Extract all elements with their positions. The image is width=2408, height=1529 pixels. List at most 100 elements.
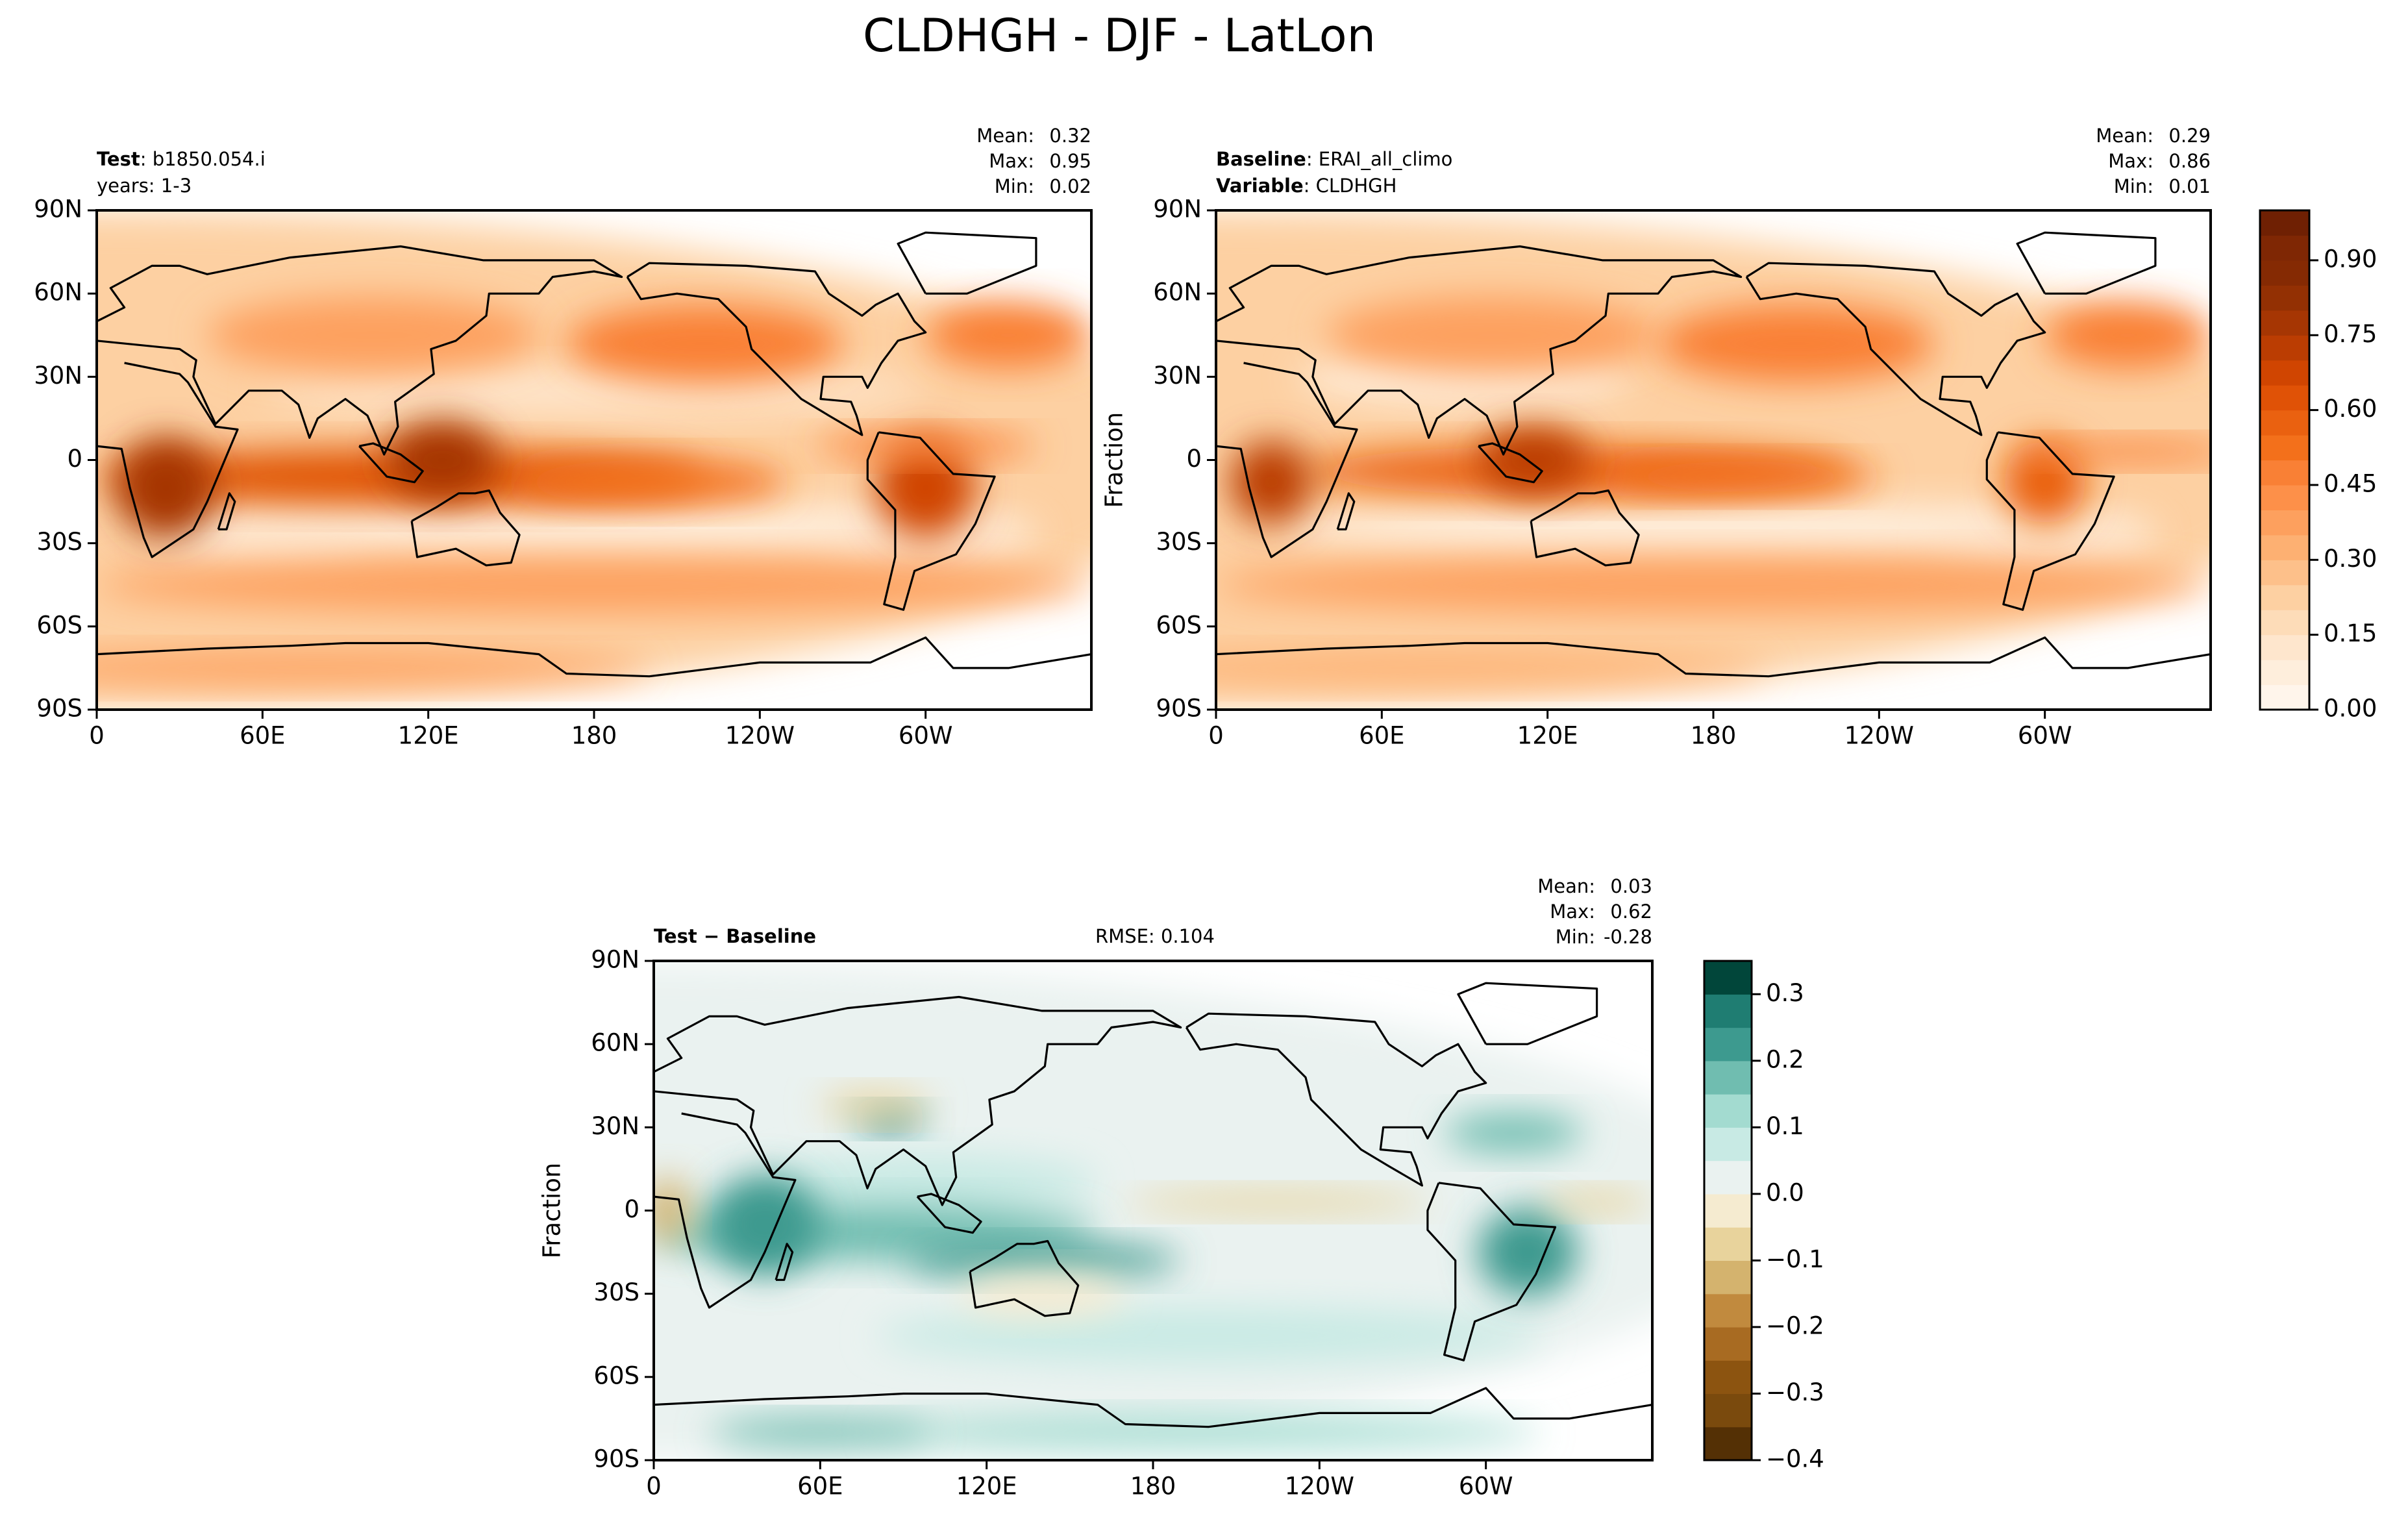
colorbar-tick-label: 0.1 bbox=[1766, 1112, 1804, 1140]
y-axis-label: Fraction bbox=[1100, 412, 1128, 508]
stat-label: Max: bbox=[2108, 150, 2154, 172]
x-tick-label: 60W bbox=[1459, 1473, 1513, 1500]
colorbar-level bbox=[1704, 961, 1752, 995]
coastline bbox=[654, 1112, 797, 1309]
x-tick-label: 180 bbox=[571, 722, 617, 750]
coastline bbox=[1216, 362, 1358, 558]
colorbar-level bbox=[2260, 634, 2309, 660]
colorbar-frame bbox=[2259, 209, 2311, 711]
x-tick-label: 120W bbox=[725, 722, 795, 750]
x-tick-label: 0 bbox=[1208, 722, 1224, 750]
field-blob bbox=[1216, 651, 1769, 685]
stat-label: Max: bbox=[989, 150, 1034, 172]
rmse-value: 0.104 bbox=[1161, 925, 1215, 947]
header-label: Baseline bbox=[1216, 148, 1306, 170]
y-tick-label: 0 bbox=[1186, 445, 1202, 473]
rmse: RMSE: 0.104 bbox=[1095, 925, 1215, 947]
x-tick-label: 0 bbox=[89, 722, 105, 750]
stat-label: Mean: bbox=[1537, 875, 1595, 897]
colorbar-level bbox=[1704, 1293, 1752, 1328]
y-tick-label: 30S bbox=[593, 1278, 639, 1306]
coastline bbox=[97, 245, 623, 456]
colorbar-tick-label: 0.00 bbox=[2324, 695, 2377, 723]
field-blob bbox=[152, 521, 373, 566]
coastline bbox=[626, 262, 927, 436]
stat-value: 0.86 bbox=[2168, 150, 2211, 172]
colorbar-level bbox=[2260, 684, 2309, 710]
stat-value: 0.02 bbox=[1049, 175, 1091, 197]
field-blob bbox=[2044, 301, 2211, 369]
colorbar-tick-label: 0.75 bbox=[2324, 320, 2377, 348]
field-blob bbox=[1230, 440, 1313, 524]
y-tick-label: 30N bbox=[34, 362, 82, 390]
map-field bbox=[654, 961, 1652, 1460]
coastline bbox=[1185, 1012, 1487, 1187]
colorbar-level bbox=[1704, 1393, 1752, 1428]
map-field bbox=[97, 210, 1091, 710]
colorbar-tick-label: −0.4 bbox=[1766, 1445, 1824, 1473]
y-axis-label: Fraction bbox=[538, 1163, 566, 1259]
coastline bbox=[866, 431, 996, 611]
colorbar-level bbox=[2260, 610, 2309, 636]
colorbar-level bbox=[2260, 360, 2309, 386]
y-tick-label: 30N bbox=[591, 1112, 639, 1140]
y-tick-label: 90S bbox=[36, 695, 82, 723]
coastline bbox=[97, 636, 1091, 678]
coastline bbox=[775, 1243, 794, 1281]
field-blob bbox=[709, 1174, 821, 1274]
y-tick-label: 30S bbox=[36, 528, 82, 556]
colorbar-level bbox=[2260, 235, 2309, 261]
y-tick-label: 0 bbox=[67, 445, 82, 473]
x-tick-label: 120E bbox=[1517, 722, 1578, 750]
stat-label: Max: bbox=[1550, 901, 1595, 923]
colorbar-level bbox=[2260, 260, 2309, 286]
colorbar-frame bbox=[1703, 960, 1753, 1461]
y-tick-label: 30N bbox=[1153, 362, 1202, 390]
panel-header: years: 1-3 bbox=[97, 175, 192, 197]
colorbar-tick-label: −0.2 bbox=[1766, 1311, 1824, 1339]
colorbar-level bbox=[1704, 1260, 1752, 1295]
colorbar-level bbox=[2260, 310, 2309, 336]
field-blob bbox=[1216, 557, 2211, 613]
colorbar-tick-label: −0.3 bbox=[1766, 1378, 1824, 1406]
panel-header: Baseline: ERAI_all_climo bbox=[1216, 148, 1452, 170]
field-blob bbox=[1125, 1191, 1431, 1213]
field-blob bbox=[386, 421, 498, 499]
field-blob bbox=[709, 1418, 932, 1447]
stat-value: 0.03 bbox=[1610, 875, 1652, 897]
colorbar-tick-label: 0.2 bbox=[1766, 1045, 1804, 1073]
field-blob bbox=[97, 651, 649, 685]
colorbar-tick-label: −0.1 bbox=[1766, 1245, 1824, 1273]
y-tick-label: 60S bbox=[36, 611, 82, 639]
x-tick-label: 120E bbox=[956, 1473, 1017, 1500]
colorbar-level bbox=[2260, 460, 2309, 486]
y-tick-label: 90S bbox=[1156, 695, 1202, 723]
field-blob bbox=[925, 301, 1091, 369]
panel-header: Test − Baseline bbox=[654, 925, 816, 947]
colorbar-level bbox=[1704, 1027, 1752, 1062]
x-tick-label: 60E bbox=[240, 722, 285, 750]
colorbar-level bbox=[1704, 1326, 1752, 1361]
coastline bbox=[897, 231, 1037, 295]
field-blob bbox=[820, 1091, 932, 1119]
field-blob bbox=[262, 368, 926, 413]
field-blob bbox=[2003, 440, 2087, 524]
field-blob bbox=[1477, 1208, 1578, 1297]
coastline bbox=[1216, 636, 2211, 678]
colorbar-level bbox=[2260, 410, 2309, 436]
colorbar-tick-label: 0.3 bbox=[1766, 979, 1804, 1007]
colorbar-level bbox=[2260, 285, 2309, 311]
field-blob bbox=[207, 296, 539, 375]
y-tick-label: 60N bbox=[34, 279, 82, 306]
colorbar-level bbox=[1704, 1193, 1752, 1228]
coastline bbox=[1457, 982, 1598, 1045]
field-blob bbox=[958, 1271, 1126, 1316]
coastline bbox=[1745, 262, 2046, 436]
field-blob bbox=[1271, 501, 2155, 558]
stat-label: Mean: bbox=[2096, 125, 2154, 147]
coastline bbox=[654, 995, 1182, 1206]
field-blob bbox=[511, 460, 788, 504]
x-tick-label: 120W bbox=[1285, 1473, 1354, 1500]
coastline bbox=[1426, 1182, 1557, 1361]
colorbar-level bbox=[2260, 584, 2309, 610]
